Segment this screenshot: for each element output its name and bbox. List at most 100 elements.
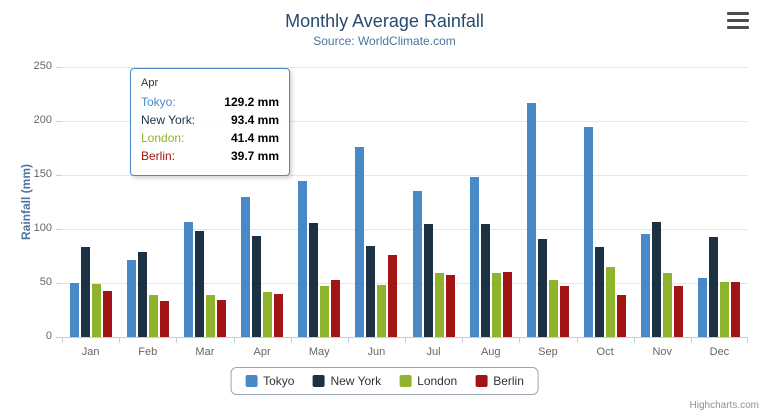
- bar-london-aug[interactable]: [491, 272, 501, 337]
- bar-berlin-apr[interactable]: [274, 294, 284, 337]
- bar-berlin-sep[interactable]: [559, 285, 569, 337]
- bar-tokyo-may[interactable]: [298, 181, 308, 337]
- tooltip-row-new-york: New York: 93.4 mm: [141, 113, 279, 127]
- legend: Tokyo New York London Berlin: [230, 367, 539, 395]
- legend-item-new-york[interactable]: New York: [312, 374, 381, 388]
- bar-london-jan[interactable]: [91, 284, 101, 337]
- bar-new-york-jun[interactable]: [366, 245, 376, 337]
- bar-new-york-sep[interactable]: [537, 238, 547, 337]
- bar-tokyo-sep[interactable]: [526, 103, 536, 337]
- bar-new-york-nov[interactable]: [652, 221, 662, 337]
- bar-new-york-mar[interactable]: [194, 230, 204, 337]
- bar-tokyo-feb[interactable]: [126, 259, 136, 337]
- bar-new-york-may[interactable]: [309, 222, 319, 337]
- legend-item-london[interactable]: London: [399, 374, 457, 388]
- x-axis-tick: [176, 338, 178, 343]
- legend-item-berlin[interactable]: Berlin: [475, 374, 524, 388]
- bar-berlin-jul[interactable]: [445, 275, 455, 337]
- tooltip-series-value: 129.2 mm: [224, 95, 279, 109]
- legend-item-tokyo[interactable]: Tokyo: [245, 374, 294, 388]
- y-axis-label: 250: [33, 60, 52, 72]
- credits-link[interactable]: Highcharts.com: [689, 400, 759, 411]
- bar-london-feb[interactable]: [148, 295, 158, 337]
- y-axis-label: 200: [33, 114, 52, 126]
- x-axis-line: [62, 337, 748, 338]
- hamburger-line: [727, 12, 749, 15]
- bar-london-mar[interactable]: [205, 294, 215, 337]
- bar-london-may[interactable]: [320, 286, 330, 337]
- bar-new-york-dec[interactable]: [709, 237, 719, 337]
- x-axis-label: Nov: [652, 346, 673, 358]
- x-axis-tick: [462, 338, 464, 343]
- bar-tokyo-dec[interactable]: [698, 278, 708, 337]
- bar-berlin-aug[interactable]: [502, 271, 512, 337]
- gridline: [62, 175, 748, 176]
- bar-new-york-oct[interactable]: [595, 246, 605, 337]
- bar-berlin-oct[interactable]: [617, 294, 627, 337]
- bar-new-york-jan[interactable]: [80, 246, 90, 337]
- legend-swatch-tokyo: [245, 375, 258, 387]
- x-axis-label: Mar: [195, 346, 215, 358]
- y-axis-label: 150: [33, 168, 52, 180]
- x-axis-tick: [405, 338, 406, 343]
- tooltip-series-value: 39.7 mm: [230, 149, 279, 163]
- bar-berlin-may[interactable]: [331, 280, 341, 337]
- bar-tokyo-apr[interactable]: [241, 197, 251, 337]
- tooltip-series-name: Berlin:: [141, 149, 176, 163]
- bar-tokyo-mar[interactable]: [183, 222, 193, 337]
- tooltip-series-name: Tokyo:: [141, 95, 176, 109]
- bar-london-nov[interactable]: [663, 272, 673, 337]
- tooltip-row-london: London: 41.4 mm: [141, 131, 279, 145]
- bar-tokyo-aug[interactable]: [469, 176, 479, 337]
- hamburger-line: [727, 26, 749, 29]
- tooltip-header: Apr: [141, 77, 159, 89]
- bar-tokyo-jan[interactable]: [69, 283, 79, 337]
- x-axis-tick: [233, 338, 235, 343]
- bar-tokyo-nov[interactable]: [641, 233, 651, 337]
- bar-london-apr[interactable]: [263, 292, 273, 337]
- chart-title: Monthly Average Rainfall: [285, 11, 484, 31]
- bar-berlin-dec[interactable]: [731, 281, 741, 337]
- tooltip-series-name: London:: [141, 131, 185, 145]
- x-axis-tick: [519, 338, 521, 343]
- y-axis-tick: [56, 229, 62, 230]
- bar-new-york-apr[interactable]: [252, 236, 262, 337]
- bar-tokyo-jul[interactable]: [412, 190, 422, 337]
- bar-new-york-feb[interactable]: [137, 251, 147, 337]
- gridline: [62, 283, 748, 284]
- x-axis-tick: [347, 338, 349, 343]
- x-axis-tick: [119, 338, 121, 343]
- x-axis-label: Jan: [81, 346, 100, 358]
- bar-berlin-jun[interactable]: [388, 255, 398, 337]
- x-axis-label: Jul: [426, 346, 441, 358]
- y-axis-label: 100: [33, 222, 52, 234]
- bar-london-sep[interactable]: [548, 280, 558, 337]
- x-axis-label: Apr: [253, 346, 271, 358]
- bar-tokyo-jun[interactable]: [355, 146, 365, 337]
- bar-london-jun[interactable]: [377, 284, 387, 337]
- export-menu-icon[interactable]: [727, 12, 749, 29]
- x-axis-tick: [633, 338, 635, 343]
- bar-london-oct[interactable]: [606, 266, 616, 337]
- x-axis-tick: [747, 338, 748, 343]
- legend-swatch-new-york: [312, 375, 325, 387]
- bar-berlin-mar[interactable]: [216, 299, 226, 337]
- bar-berlin-jan[interactable]: [102, 291, 112, 337]
- tooltip-series-name: New York:: [141, 113, 196, 127]
- y-axis-label: 50: [39, 276, 52, 288]
- tooltip-series-value: 41.4 mm: [230, 131, 279, 145]
- bar-berlin-nov[interactable]: [674, 286, 684, 337]
- x-axis-label: Feb: [138, 346, 158, 358]
- legend-swatch-london: [399, 375, 412, 387]
- bar-new-york-jul[interactable]: [423, 223, 433, 337]
- bar-tokyo-oct[interactable]: [584, 127, 594, 337]
- x-axis-tick: [290, 338, 292, 343]
- y-axis-tick: [56, 175, 62, 176]
- bar-berlin-feb[interactable]: [159, 301, 169, 337]
- bar-london-jul[interactable]: [434, 273, 444, 337]
- tooltip: Apr Tokyo: 129.2 mm New York: 93.4 mm London…: [130, 68, 290, 176]
- bar-new-york-aug[interactable]: [480, 224, 490, 337]
- tooltip-rows: Tokyo: 129.2 mm New York: 93.4 mm London: 41.…: [141, 95, 279, 163]
- bar-london-dec[interactable]: [720, 281, 730, 337]
